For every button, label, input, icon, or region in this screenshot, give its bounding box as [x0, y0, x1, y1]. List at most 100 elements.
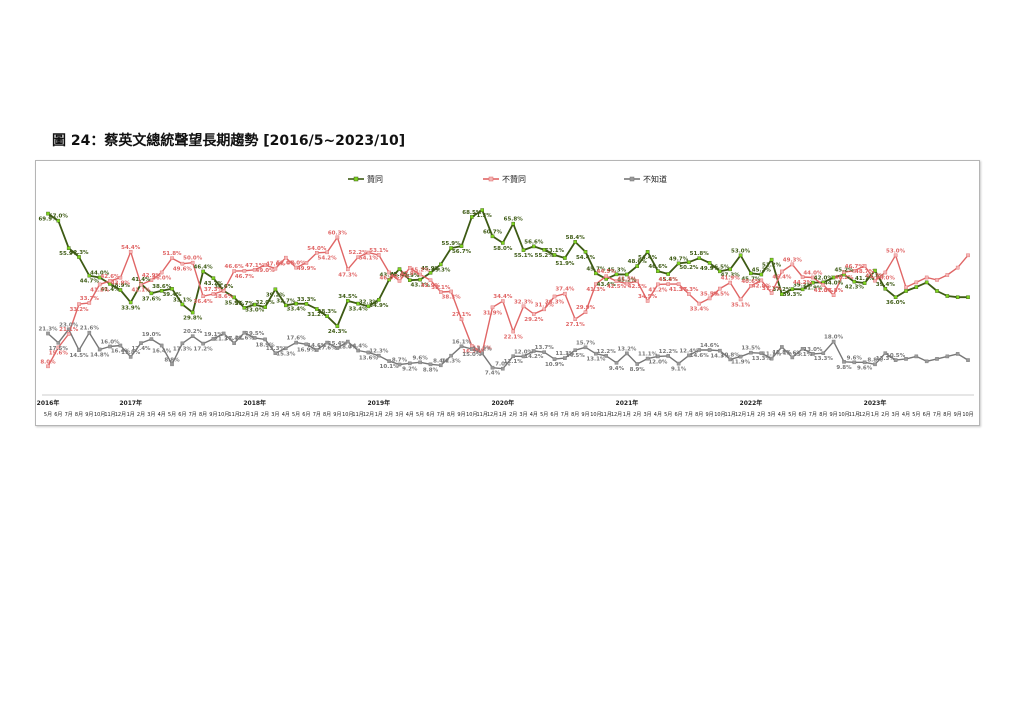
- data-label-1-30: 52.2%: [349, 250, 369, 256]
- data-label-2-63: 14.6%: [690, 353, 710, 359]
- point-1-12: [170, 256, 174, 260]
- x-tick-label-43: 12月: [487, 412, 498, 418]
- x-tick-label-32: 1月: [375, 412, 383, 418]
- data-label-1-60: 41.3%: [659, 277, 679, 283]
- point-2-85: [924, 359, 929, 364]
- point-1-33: [387, 270, 391, 275]
- data-label-0-55: 45.3%: [607, 267, 627, 273]
- data-label-1-66: 41.9%: [721, 276, 741, 282]
- data-label-0-17: 38.6%: [214, 284, 234, 290]
- point-0-40: [459, 244, 464, 248]
- point-1-31: [366, 250, 371, 255]
- data-label-1-10: 42.9%: [142, 273, 162, 279]
- data-label-1-69: 42.8%: [752, 283, 772, 289]
- point-2-14: [190, 334, 195, 339]
- point-2-1: [56, 340, 61, 345]
- x-tick-label-58: 3月: [644, 412, 652, 418]
- point-2-34: [397, 362, 402, 367]
- data-label-2-20: 19.5%: [245, 331, 265, 337]
- x-tick-label-31: 12月: [363, 412, 374, 418]
- data-label-0-7: 38.9%: [111, 283, 131, 289]
- x-tick-label-18: 11月: [228, 412, 239, 418]
- point-1-17: [221, 288, 226, 293]
- point-2-26: [315, 348, 319, 352]
- data-label-2-58: 11.1%: [638, 352, 658, 358]
- data-label-2-79: 9.6%: [857, 365, 873, 371]
- point-0-2: [66, 246, 71, 250]
- point-2-42: [480, 351, 485, 356]
- x-tick-label-12: 5月: [168, 412, 176, 418]
- data-label-2-17: 21.3%: [214, 337, 234, 343]
- point-2-10: [149, 337, 154, 341]
- point-2-87: [945, 354, 950, 359]
- data-label-0-24: 33.4%: [287, 307, 307, 313]
- point-0-51: [573, 240, 577, 244]
- data-label-1-41: 16.3%: [462, 349, 482, 355]
- data-label-1-39: 38.3%: [442, 295, 462, 301]
- point-1-85: [924, 275, 929, 280]
- point-0-73: [800, 287, 805, 292]
- data-label-0-4: 44.7%: [80, 279, 100, 285]
- year-label-1: 2017年: [119, 399, 142, 407]
- x-tick-label-79: 12月: [859, 412, 870, 418]
- data-label-1-49: 36.3%: [545, 300, 565, 306]
- x-tick-label-40: 9月: [457, 412, 465, 418]
- data-label-1-80: 42.7%: [865, 274, 885, 280]
- data-label-1-61: 41.3%: [669, 287, 689, 293]
- point-0-78: [852, 279, 857, 284]
- point-1-50: [563, 291, 567, 296]
- data-label-1-78: 46.7%: [845, 264, 865, 270]
- data-label-1-58: 34.5%: [638, 294, 658, 300]
- data-label-0-12: 39.4%: [162, 292, 182, 298]
- data-label-2-56: 13.2%: [617, 346, 637, 352]
- x-tick-label-5: 10月: [94, 412, 105, 418]
- point-2-68: [749, 350, 753, 355]
- x-tick-label-55: 12月: [611, 412, 622, 418]
- point-0-4: [87, 273, 92, 278]
- data-label-1-71: 46.4%: [772, 275, 792, 281]
- point-0-87: [945, 294, 950, 298]
- data-label-1-5: 41.2%: [90, 287, 110, 293]
- x-tick-label-35: 4月: [406, 412, 414, 418]
- point-2-65: [718, 348, 722, 353]
- data-label-2-7: 16.4%: [111, 349, 131, 355]
- point-0-76: [831, 275, 836, 280]
- x-tick-label-73: 6月: [799, 412, 807, 418]
- data-label-1-33: 46.0%: [380, 276, 400, 282]
- data-label-2-25: 16.9%: [297, 347, 317, 353]
- point-0-59: [656, 269, 660, 273]
- point-2-5: [97, 347, 102, 352]
- point-2-31: [366, 350, 371, 355]
- trend-chart: 贊同 不贊同 不知道 69.9%67.0%55.9%52.3%44.7%44.0%4…: [37, 174, 974, 418]
- point-1-83: [904, 285, 908, 290]
- data-label-1-62: 37.3%: [679, 287, 699, 293]
- data-label-0-53: 45.7%: [586, 266, 606, 272]
- point-1-59: [656, 282, 660, 287]
- point-2-27: [325, 340, 329, 345]
- point-0-19: [242, 305, 247, 310]
- point-2-29: [346, 339, 350, 344]
- data-label-1-70: 37.7%: [762, 286, 782, 292]
- point-0-72: [790, 287, 795, 291]
- point-1-53: [594, 282, 598, 286]
- x-tick-label-26: 7月: [313, 412, 321, 418]
- data-label-0-46: 55.1%: [514, 253, 534, 259]
- point-1-57: [635, 279, 639, 283]
- point-2-60: [666, 354, 670, 358]
- point-1-48: [542, 307, 547, 312]
- point-0-34: [397, 267, 402, 271]
- x-tick-label-39: 8月: [447, 412, 455, 418]
- point-0-79: [862, 281, 867, 285]
- data-label-1-28: 60.3%: [328, 230, 348, 236]
- point-1-71: [780, 269, 784, 274]
- point-2-18: [232, 341, 236, 345]
- point-2-59: [656, 354, 660, 359]
- data-label-2-62: 12.4%: [679, 348, 699, 354]
- x-tick-label-33: 2月: [385, 412, 393, 418]
- data-label-0-57: 48.6%: [628, 259, 648, 265]
- point-1-70: [769, 291, 774, 295]
- point-0-88: [955, 295, 960, 300]
- data-label-1-19: 46.7%: [235, 274, 255, 280]
- point-1-21: [263, 263, 267, 267]
- x-tick-label-1: 6月: [54, 412, 62, 418]
